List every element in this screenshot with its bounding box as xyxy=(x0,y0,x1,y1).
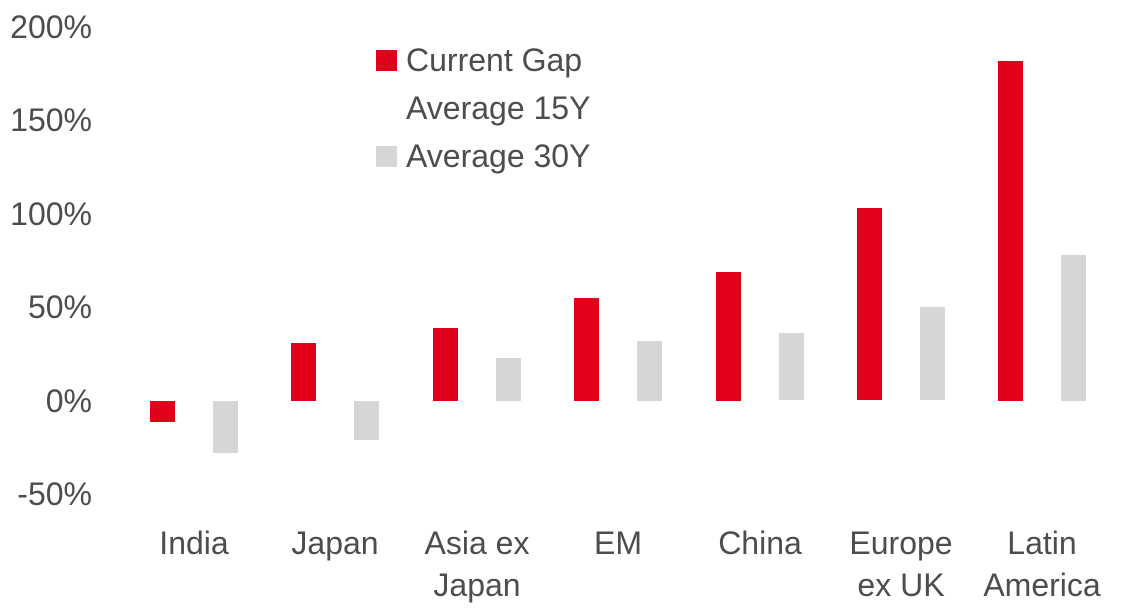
x-axis-label-japan: Japan xyxy=(291,525,379,561)
x-axis-label-china: China xyxy=(718,525,802,561)
legend-item-average-15y: Average 15Y xyxy=(376,84,590,132)
legend-item-average-30y: Average 30Y xyxy=(376,132,590,180)
bar-average-30y-asia-ex-japan xyxy=(496,358,521,401)
y-axis-tick-label: 100% xyxy=(10,196,92,232)
y-axis-tick-label: 200% xyxy=(10,9,92,45)
legend-label-average-30y: Average 30Y xyxy=(406,137,591,174)
bar-current-gap-europe-ex-uk xyxy=(857,208,882,400)
bar-current-gap-india xyxy=(150,401,175,422)
bar-average-30y-china xyxy=(779,333,804,400)
bar-average-30y-japan xyxy=(354,401,379,440)
bar-average-30y-em xyxy=(637,341,662,401)
y-axis-tick-label: 150% xyxy=(10,102,92,138)
bar-current-gap-china xyxy=(716,272,741,401)
bar-average-30y-latin-america xyxy=(1061,255,1086,401)
bar-current-gap-latin-america xyxy=(998,61,1023,401)
bar-current-gap-em xyxy=(574,298,599,401)
legend-label-average-15y: Average 15Y xyxy=(406,89,591,126)
x-axis-label-em: EM xyxy=(594,525,642,561)
legend-swatch-average-30y xyxy=(376,145,397,167)
x-axis-label-india: India xyxy=(159,525,229,561)
bar-average-30y-india xyxy=(213,401,238,453)
legend-label-current-gap: Current Gap xyxy=(406,41,583,78)
y-axis-tick-label: 50% xyxy=(27,289,92,325)
bar-current-gap-japan xyxy=(291,343,316,401)
bar-average-30y-europe-ex-uk xyxy=(920,307,945,400)
x-axis-label-latin-america: Latin America xyxy=(983,525,1101,603)
legend-swatch-current-gap xyxy=(376,49,397,71)
legend: Current Gap Average 15Y Average 30Y xyxy=(376,36,590,180)
y-axis-tick-label: -50% xyxy=(17,476,92,512)
y-axis-tick-label: 0% xyxy=(45,383,92,419)
x-axis-label-europe-ex-uk: Europe ex UK xyxy=(849,525,953,603)
bar-current-gap-asia-ex-japan xyxy=(433,328,458,401)
x-axis-label-asia-ex-japan: Asia ex Japan xyxy=(424,525,530,603)
legend-swatch-average-15y xyxy=(376,97,397,119)
legend-item-current-gap: Current Gap xyxy=(376,36,590,84)
